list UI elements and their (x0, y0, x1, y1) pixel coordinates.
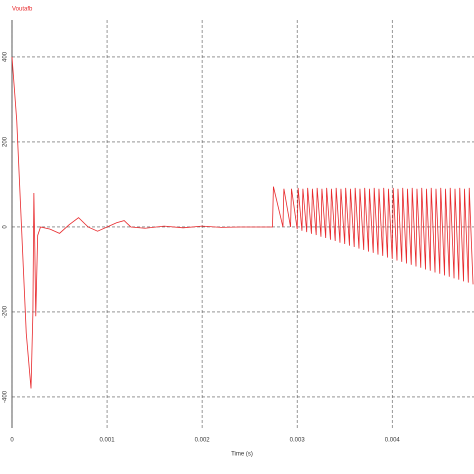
series-line (11, 56, 474, 389)
y-tick-label: 200 (3, 136, 9, 147)
x-tick-label: 0.004 (385, 438, 401, 444)
x-tick-label: 0 (10, 438, 14, 444)
x-axis-label: Time (s) (231, 452, 253, 458)
x-tick-label: 0.001 (100, 438, 116, 444)
y-tick-label: 0 (3, 225, 9, 229)
x-tick-label: 0.002 (195, 438, 211, 444)
x-tick-label: 0.003 (290, 438, 306, 444)
y-tick-label: 400 (3, 51, 9, 62)
y-tick-label: -400 (3, 390, 9, 403)
series-label: Voutafb (12, 7, 33, 13)
y-tick-label: -200 (3, 305, 9, 318)
